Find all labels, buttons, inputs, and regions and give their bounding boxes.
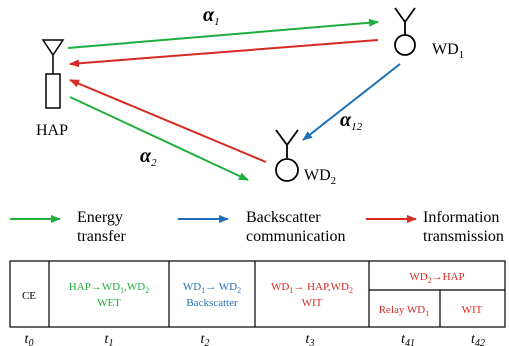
timeline-ce: CE: [22, 290, 36, 302]
wd1-to-wd2-backscatter-arrow: [302, 63, 401, 141]
legend-energy-line1: Energy: [77, 209, 123, 226]
alpha2-label: α2: [140, 145, 157, 169]
legend-backscatter-line1: Backscatter: [246, 209, 321, 226]
time-label-3: t3: [306, 332, 315, 346]
legend-information-line1: Information: [423, 209, 499, 226]
wd2-to-hap-info-arrow: [69, 79, 267, 163]
timeline-backscatter-line1: WD1→ WD2: [183, 281, 241, 295]
legend-backscatter-line2: communication: [246, 228, 346, 245]
timeline-wit-line1: WD1→ HAP,WD2: [271, 281, 353, 295]
timeline-wd2-hap: WD2→HAP: [409, 271, 464, 285]
time-label-41: t41: [401, 332, 415, 346]
legend-energy-line2: transfer: [77, 228, 127, 245]
timeline-relay: Relay WD1: [379, 304, 430, 318]
hap-antenna-icon: [41, 39, 65, 109]
time-label-2: t2: [201, 332, 210, 346]
wd2-label: WD2: [304, 167, 336, 187]
wd1-to-hap-info-arrow: [69, 39, 379, 68]
timeline-hap-wet-line2: WET: [97, 297, 121, 309]
timeline-backscatter-line2: Backscatter: [186, 297, 238, 309]
hap-to-wd2-energy-arrow: [69, 96, 249, 181]
hap-label: HAP: [36, 122, 68, 139]
timeline-wit-line2: WIT: [302, 297, 323, 309]
timeline-hap-wet-line1: HAP→WD1,WD2: [69, 281, 149, 295]
timeline-frame: [9, 260, 506, 328]
legend-information-line2: transmission: [423, 228, 504, 245]
timeline-wit2: WIT: [462, 304, 483, 316]
time-labels: t0 t1 t2 t3 t41 t42: [25, 332, 485, 346]
time-label-42: t42: [471, 332, 485, 346]
hap-to-wd1-energy-arrow: [67, 18, 379, 49]
alpha1-label: α1: [203, 4, 220, 28]
time-label-0: t0: [25, 332, 34, 346]
wd1-antenna-icon: [394, 7, 416, 56]
alpha12-label: α12: [340, 109, 363, 133]
wd2-antenna-icon: [275, 129, 299, 182]
time-label-1: t1: [105, 332, 114, 346]
wd1-label: WD1: [432, 41, 464, 61]
